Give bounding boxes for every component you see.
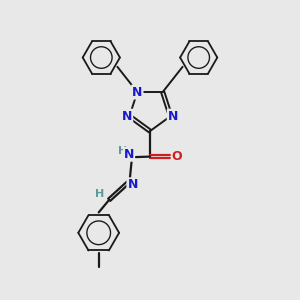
Text: N: N <box>128 178 138 191</box>
Text: N: N <box>122 110 132 123</box>
Text: H: H <box>118 146 127 156</box>
Text: N: N <box>132 85 142 98</box>
Text: N: N <box>124 148 134 161</box>
Text: N: N <box>168 110 178 123</box>
Text: H: H <box>95 189 104 200</box>
Text: O: O <box>172 150 182 163</box>
